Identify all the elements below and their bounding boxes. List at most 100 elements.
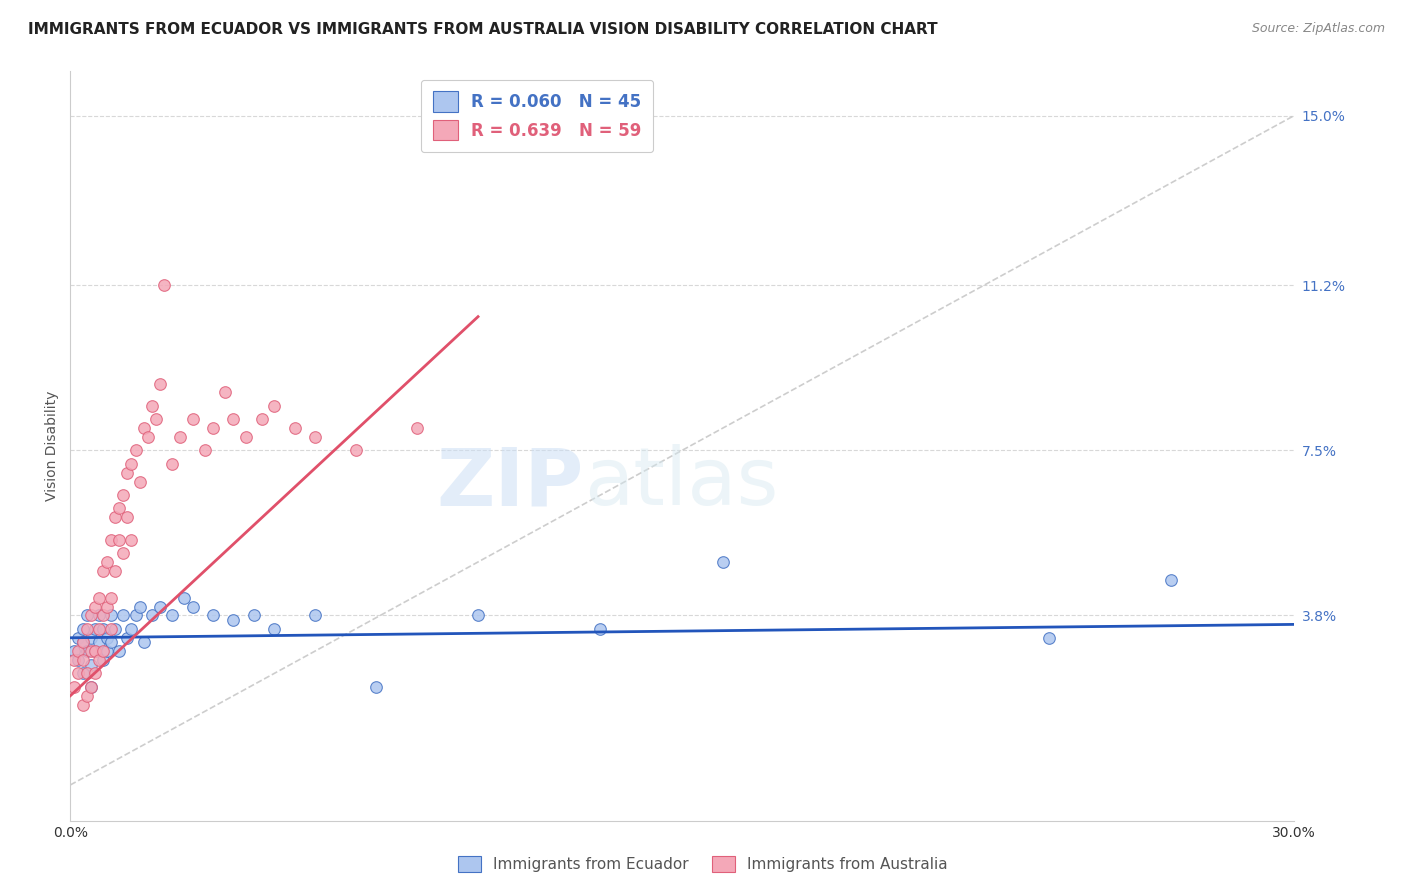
Point bbox=[76, 622, 98, 636]
Point bbox=[96, 555, 118, 569]
Point bbox=[304, 608, 326, 623]
Point bbox=[132, 421, 155, 435]
Point bbox=[79, 680, 103, 694]
Point bbox=[76, 608, 98, 623]
Point bbox=[250, 412, 273, 426]
Point bbox=[263, 399, 285, 413]
Point bbox=[124, 608, 146, 623]
Point bbox=[76, 644, 98, 658]
Point bbox=[91, 653, 114, 667]
Point bbox=[87, 653, 110, 667]
Point bbox=[162, 457, 183, 471]
Point bbox=[100, 608, 122, 623]
Point bbox=[83, 644, 105, 658]
Point bbox=[284, 421, 307, 435]
Point bbox=[100, 591, 122, 605]
Point bbox=[366, 680, 388, 694]
Point bbox=[104, 622, 127, 636]
Point bbox=[83, 644, 105, 658]
Point bbox=[162, 608, 183, 623]
Point bbox=[222, 412, 245, 426]
Point bbox=[79, 608, 103, 623]
Point bbox=[91, 622, 114, 636]
Point bbox=[79, 631, 103, 645]
Point bbox=[141, 608, 163, 623]
Point bbox=[67, 666, 90, 681]
Point bbox=[108, 501, 131, 516]
Point bbox=[72, 635, 94, 649]
Point bbox=[91, 644, 114, 658]
Point bbox=[235, 430, 257, 444]
Point bbox=[194, 443, 217, 458]
Point bbox=[63, 653, 86, 667]
Point bbox=[100, 635, 122, 649]
Point bbox=[149, 599, 172, 614]
Point bbox=[136, 430, 159, 444]
Point bbox=[117, 466, 139, 480]
Point bbox=[214, 385, 236, 400]
Point bbox=[91, 608, 114, 623]
Point bbox=[100, 622, 122, 636]
Point bbox=[96, 644, 118, 658]
Point bbox=[117, 510, 139, 524]
Text: IMMIGRANTS FROM ECUADOR VS IMMIGRANTS FROM AUSTRALIA VISION DISABILITY CORRELATI: IMMIGRANTS FROM ECUADOR VS IMMIGRANTS FR… bbox=[28, 22, 938, 37]
Point bbox=[132, 635, 155, 649]
Point bbox=[67, 653, 90, 667]
Point bbox=[112, 608, 135, 623]
Point bbox=[83, 622, 105, 636]
Point bbox=[128, 599, 150, 614]
Point bbox=[222, 613, 245, 627]
Point bbox=[711, 555, 734, 569]
Point bbox=[124, 443, 146, 458]
Point bbox=[100, 533, 122, 547]
Point bbox=[72, 635, 94, 649]
Point bbox=[1160, 573, 1182, 587]
Point bbox=[67, 631, 90, 645]
Point bbox=[63, 644, 86, 658]
Legend: R = 0.060   N = 45, R = 0.639   N = 59: R = 0.060 N = 45, R = 0.639 N = 59 bbox=[422, 79, 654, 152]
Point bbox=[589, 622, 612, 636]
Point bbox=[63, 680, 86, 694]
Text: ZIP: ZIP bbox=[437, 444, 583, 523]
Point bbox=[344, 443, 367, 458]
Point bbox=[76, 666, 98, 681]
Point bbox=[141, 399, 163, 413]
Point bbox=[72, 698, 94, 712]
Text: atlas: atlas bbox=[583, 444, 779, 523]
Point bbox=[202, 421, 225, 435]
Point bbox=[243, 608, 266, 623]
Point bbox=[149, 376, 172, 391]
Point bbox=[153, 278, 176, 293]
Point bbox=[96, 599, 118, 614]
Point bbox=[181, 412, 204, 426]
Point bbox=[108, 533, 131, 547]
Point bbox=[108, 644, 131, 658]
Point bbox=[83, 599, 105, 614]
Point bbox=[87, 635, 110, 649]
Y-axis label: Vision Disability: Vision Disability bbox=[45, 391, 59, 501]
Point bbox=[1038, 631, 1060, 645]
Point bbox=[104, 510, 127, 524]
Point bbox=[87, 608, 110, 623]
Point bbox=[121, 622, 143, 636]
Point bbox=[263, 622, 285, 636]
Point bbox=[96, 631, 118, 645]
Point bbox=[112, 546, 135, 560]
Point bbox=[173, 591, 195, 605]
Point bbox=[121, 533, 143, 547]
Point bbox=[202, 608, 225, 623]
Point bbox=[304, 430, 326, 444]
Point bbox=[112, 488, 135, 502]
Point bbox=[104, 564, 127, 578]
Text: Source: ZipAtlas.com: Source: ZipAtlas.com bbox=[1251, 22, 1385, 36]
Point bbox=[83, 666, 105, 681]
Point bbox=[72, 653, 94, 667]
Point bbox=[79, 680, 103, 694]
Point bbox=[169, 430, 191, 444]
Point bbox=[79, 644, 103, 658]
Point bbox=[406, 421, 429, 435]
Point bbox=[128, 475, 150, 489]
Legend: Immigrants from Ecuador, Immigrants from Australia: Immigrants from Ecuador, Immigrants from… bbox=[451, 848, 955, 880]
Point bbox=[145, 412, 167, 426]
Point bbox=[79, 657, 103, 672]
